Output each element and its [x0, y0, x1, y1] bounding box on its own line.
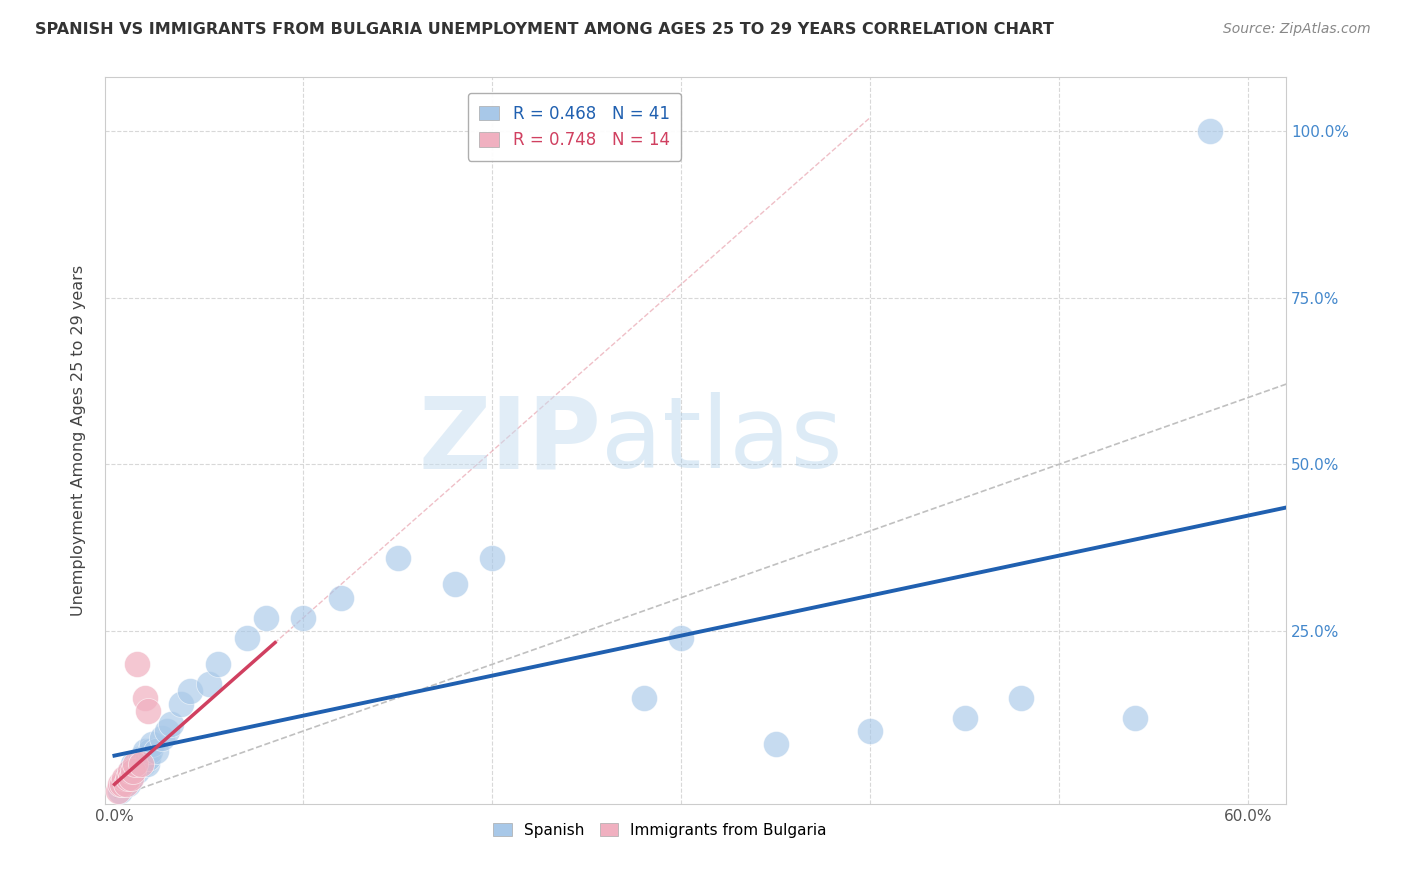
Text: SPANISH VS IMMIGRANTS FROM BULGARIA UNEMPLOYMENT AMONG AGES 25 TO 29 YEARS CORRE: SPANISH VS IMMIGRANTS FROM BULGARIA UNEM…	[35, 22, 1054, 37]
Point	[112, 771, 135, 785]
Point	[118, 764, 141, 778]
Text: ZIP: ZIP	[418, 392, 600, 490]
Point	[1010, 690, 1032, 705]
Point	[122, 757, 145, 772]
Point	[160, 717, 183, 731]
Point	[330, 591, 353, 605]
Point	[169, 698, 191, 712]
Point	[198, 677, 221, 691]
Point	[132, 750, 155, 764]
Point	[138, 704, 160, 718]
Point	[254, 610, 277, 624]
Point	[120, 771, 142, 785]
Point	[127, 764, 149, 778]
Point	[481, 550, 503, 565]
Point	[114, 777, 136, 791]
Point	[859, 723, 882, 738]
Text: Source: ZipAtlas.com: Source: ZipAtlas.com	[1223, 22, 1371, 37]
Point	[633, 690, 655, 705]
Point	[117, 777, 139, 791]
Point	[112, 777, 135, 791]
Point	[138, 750, 160, 764]
Text: atlas: atlas	[600, 392, 842, 490]
Legend: Spanish, Immigrants from Bulgaria: Spanish, Immigrants from Bulgaria	[488, 817, 832, 844]
Point	[111, 777, 134, 791]
Point	[107, 784, 129, 798]
Point	[132, 757, 155, 772]
Point	[207, 657, 229, 672]
Point	[179, 684, 201, 698]
Point	[145, 744, 167, 758]
Point	[1123, 711, 1146, 725]
Point	[150, 731, 173, 745]
Point	[118, 764, 141, 778]
Point	[292, 610, 315, 624]
Point	[156, 723, 179, 738]
Point	[120, 771, 142, 785]
Point	[124, 757, 146, 772]
Point	[127, 657, 149, 672]
Point	[114, 771, 136, 785]
Point	[235, 631, 257, 645]
Point	[765, 737, 787, 751]
Point	[443, 577, 465, 591]
Point	[387, 550, 409, 565]
Point	[122, 764, 145, 778]
Point	[135, 757, 157, 772]
Point	[108, 777, 131, 791]
Point	[671, 631, 693, 645]
Point	[134, 744, 156, 758]
Point	[122, 764, 145, 778]
Point	[139, 744, 162, 758]
Point	[108, 784, 131, 798]
Point	[128, 757, 150, 772]
Point	[953, 711, 976, 725]
Point	[117, 771, 139, 785]
Point	[141, 737, 163, 751]
Point	[134, 690, 156, 705]
Point	[1199, 124, 1222, 138]
Y-axis label: Unemployment Among Ages 25 to 29 years: Unemployment Among Ages 25 to 29 years	[72, 265, 86, 616]
Point	[129, 750, 152, 764]
Point	[129, 757, 152, 772]
